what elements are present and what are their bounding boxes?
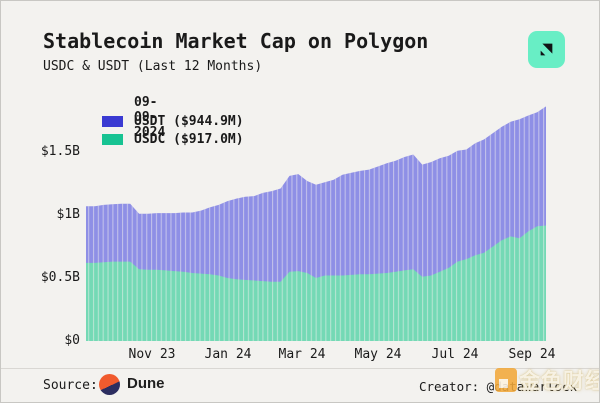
expand-share-button[interactable]: [528, 31, 565, 68]
x-axis-tick: Mar 24: [278, 347, 326, 362]
y-axis-tick: $1B: [56, 207, 80, 222]
legend-item-usdc-label: USDC ($917.0M): [134, 132, 244, 147]
dune-logo-icon: [99, 374, 120, 395]
source-label: Source:: [43, 378, 98, 393]
x-axis-tick: Jan 24: [204, 347, 252, 362]
x-axis-tick: May 24: [354, 347, 402, 362]
y-axis-tick: $0: [64, 333, 80, 348]
footer-divider: [1, 368, 599, 369]
chart-title: Stablecoin Market Cap on Polygon: [43, 29, 429, 53]
y-axis-tick: $1.5B: [40, 144, 80, 159]
diagonal-arrow-icon: [536, 39, 557, 60]
usdt-swatch: [102, 116, 123, 127]
x-axis-tick: Nov 23: [128, 347, 176, 362]
y-axis-tick: $0.5B: [40, 270, 80, 285]
x-axis-tick: Jul 24: [431, 347, 479, 362]
source-name: Dune: [127, 375, 165, 392]
x-axis-tick: Sep 24: [508, 347, 556, 362]
legend-item-usdc: USDC ($917.0M): [102, 132, 244, 147]
legend-item-usdt-label: USDT ($944.9M): [134, 114, 244, 129]
legend-item-usdt: USDT ($944.9M): [102, 114, 244, 129]
usdc-swatch: [102, 134, 123, 145]
legend-hover-date: 09-09-2024: [134, 95, 166, 140]
creator-credit: Creator: @datawarlock: [418, 379, 577, 394]
chart-subtitle: USDC & USDT (Last 12 Months): [43, 59, 263, 74]
